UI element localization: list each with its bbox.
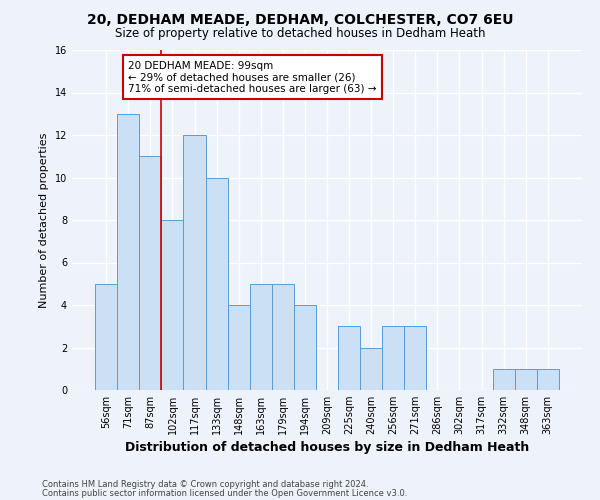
Text: Contains HM Land Registry data © Crown copyright and database right 2024.: Contains HM Land Registry data © Crown c… xyxy=(42,480,368,489)
Bar xyxy=(338,326,360,390)
Bar xyxy=(161,220,184,390)
Bar xyxy=(294,305,316,390)
Text: 20, DEDHAM MEADE, DEDHAM, COLCHESTER, CO7 6EU: 20, DEDHAM MEADE, DEDHAM, COLCHESTER, CO… xyxy=(87,12,513,26)
Bar xyxy=(360,348,382,390)
Bar xyxy=(272,284,294,390)
Bar xyxy=(493,369,515,390)
Bar xyxy=(382,326,404,390)
Bar xyxy=(95,284,117,390)
Bar xyxy=(250,284,272,390)
Text: Size of property relative to detached houses in Dedham Heath: Size of property relative to detached ho… xyxy=(115,28,485,40)
Bar xyxy=(227,305,250,390)
Bar xyxy=(515,369,537,390)
Bar xyxy=(139,156,161,390)
Y-axis label: Number of detached properties: Number of detached properties xyxy=(39,132,49,308)
Bar xyxy=(404,326,427,390)
Bar xyxy=(184,135,206,390)
Bar xyxy=(537,369,559,390)
X-axis label: Distribution of detached houses by size in Dedham Heath: Distribution of detached houses by size … xyxy=(125,442,529,454)
Bar xyxy=(117,114,139,390)
Text: 20 DEDHAM MEADE: 99sqm
← 29% of detached houses are smaller (26)
71% of semi-det: 20 DEDHAM MEADE: 99sqm ← 29% of detached… xyxy=(128,60,377,94)
Bar xyxy=(206,178,227,390)
Text: Contains public sector information licensed under the Open Government Licence v3: Contains public sector information licen… xyxy=(42,488,407,498)
